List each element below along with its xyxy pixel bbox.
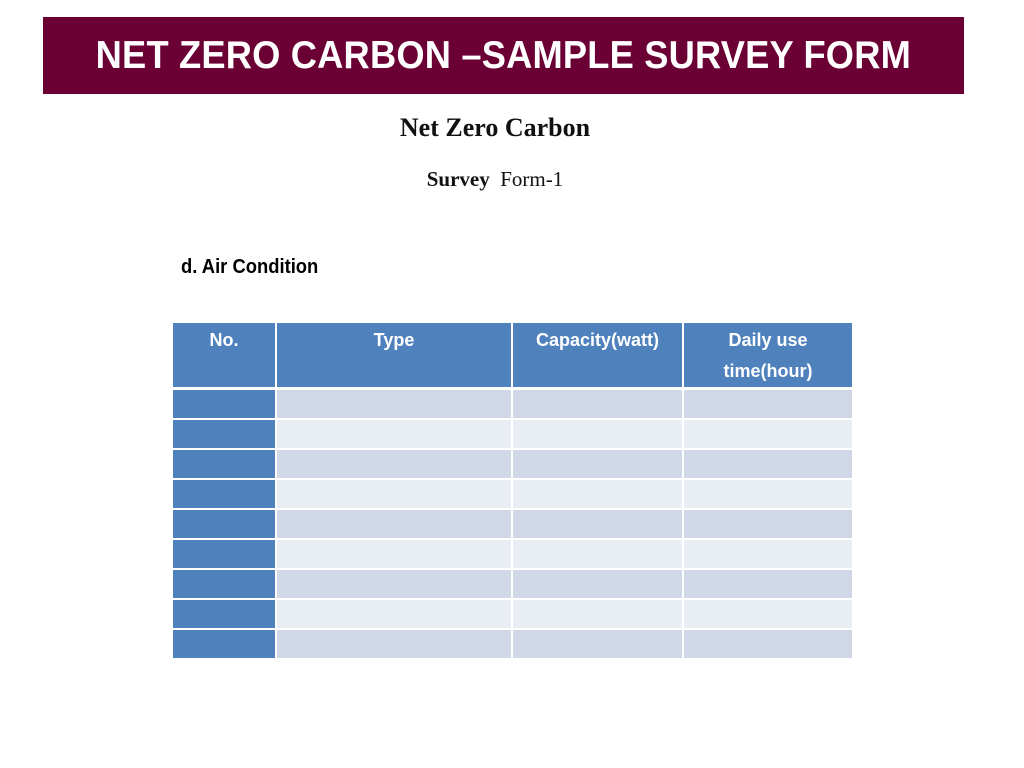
table-row [171, 387, 854, 420]
daily-use-cell[interactable] [682, 507, 854, 540]
daily-use-cell[interactable] [682, 417, 854, 450]
header-capacity: Capacity(watt) [511, 321, 684, 390]
page-title: NET ZERO CARBON –SAMPLE SURVEY FORM [95, 33, 912, 77]
type-cell[interactable] [275, 447, 513, 480]
table-row [171, 627, 854, 660]
table-row [171, 537, 854, 570]
table-row [171, 477, 854, 510]
table-row [171, 447, 854, 480]
table-row [171, 567, 854, 600]
table-row [171, 417, 854, 450]
document-title: Net Zero Carbon [399, 113, 591, 142]
no-cell[interactable] [171, 387, 277, 420]
daily-use-cell[interactable] [682, 387, 854, 420]
subtitle-survey-label: Survey [426, 167, 490, 191]
capacity-cell[interactable] [511, 597, 684, 630]
table-header-row: No. Type Capacity(watt) Daily use time(h… [171, 321, 854, 390]
daily-use-cell[interactable] [682, 627, 854, 660]
survey-table: No. Type Capacity(watt) Daily use time(h… [171, 321, 854, 660]
type-cell[interactable] [275, 477, 513, 510]
type-cell[interactable] [275, 567, 513, 600]
capacity-cell[interactable] [511, 537, 684, 570]
no-cell[interactable] [171, 417, 277, 450]
capacity-cell[interactable] [511, 387, 684, 420]
capacity-cell[interactable] [511, 507, 684, 540]
table-row [171, 597, 854, 630]
title-banner: NET ZERO CARBON –SAMPLE SURVEY FORM [43, 17, 964, 94]
header-no: No. [171, 321, 277, 390]
no-cell[interactable] [171, 447, 277, 480]
document-subtitle: Survey Form-1 [0, 167, 990, 192]
daily-use-cell[interactable] [682, 477, 854, 510]
capacity-cell[interactable] [511, 447, 684, 480]
header-type: Type [275, 321, 513, 390]
daily-use-cell[interactable] [682, 597, 854, 630]
header-daily-use: Daily use time(hour) [682, 321, 854, 390]
no-cell[interactable] [171, 507, 277, 540]
section-heading: d. Air Condition [181, 256, 319, 278]
no-cell[interactable] [171, 597, 277, 630]
capacity-cell[interactable] [511, 627, 684, 660]
daily-use-cell[interactable] [682, 537, 854, 570]
type-cell[interactable] [275, 537, 513, 570]
no-cell[interactable] [171, 537, 277, 570]
capacity-cell[interactable] [511, 567, 684, 600]
no-cell[interactable] [171, 567, 277, 600]
capacity-cell[interactable] [511, 417, 684, 450]
type-cell[interactable] [275, 627, 513, 660]
table-body [171, 387, 854, 660]
subtitle-form-label: Form-1 [500, 167, 564, 191]
capacity-cell[interactable] [511, 477, 684, 510]
no-cell[interactable] [171, 477, 277, 510]
table-row [171, 507, 854, 540]
daily-use-cell[interactable] [682, 447, 854, 480]
daily-use-cell[interactable] [682, 567, 854, 600]
type-cell[interactable] [275, 507, 513, 540]
type-cell[interactable] [275, 597, 513, 630]
no-cell[interactable] [171, 627, 277, 660]
type-cell[interactable] [275, 417, 513, 450]
type-cell[interactable] [275, 387, 513, 420]
